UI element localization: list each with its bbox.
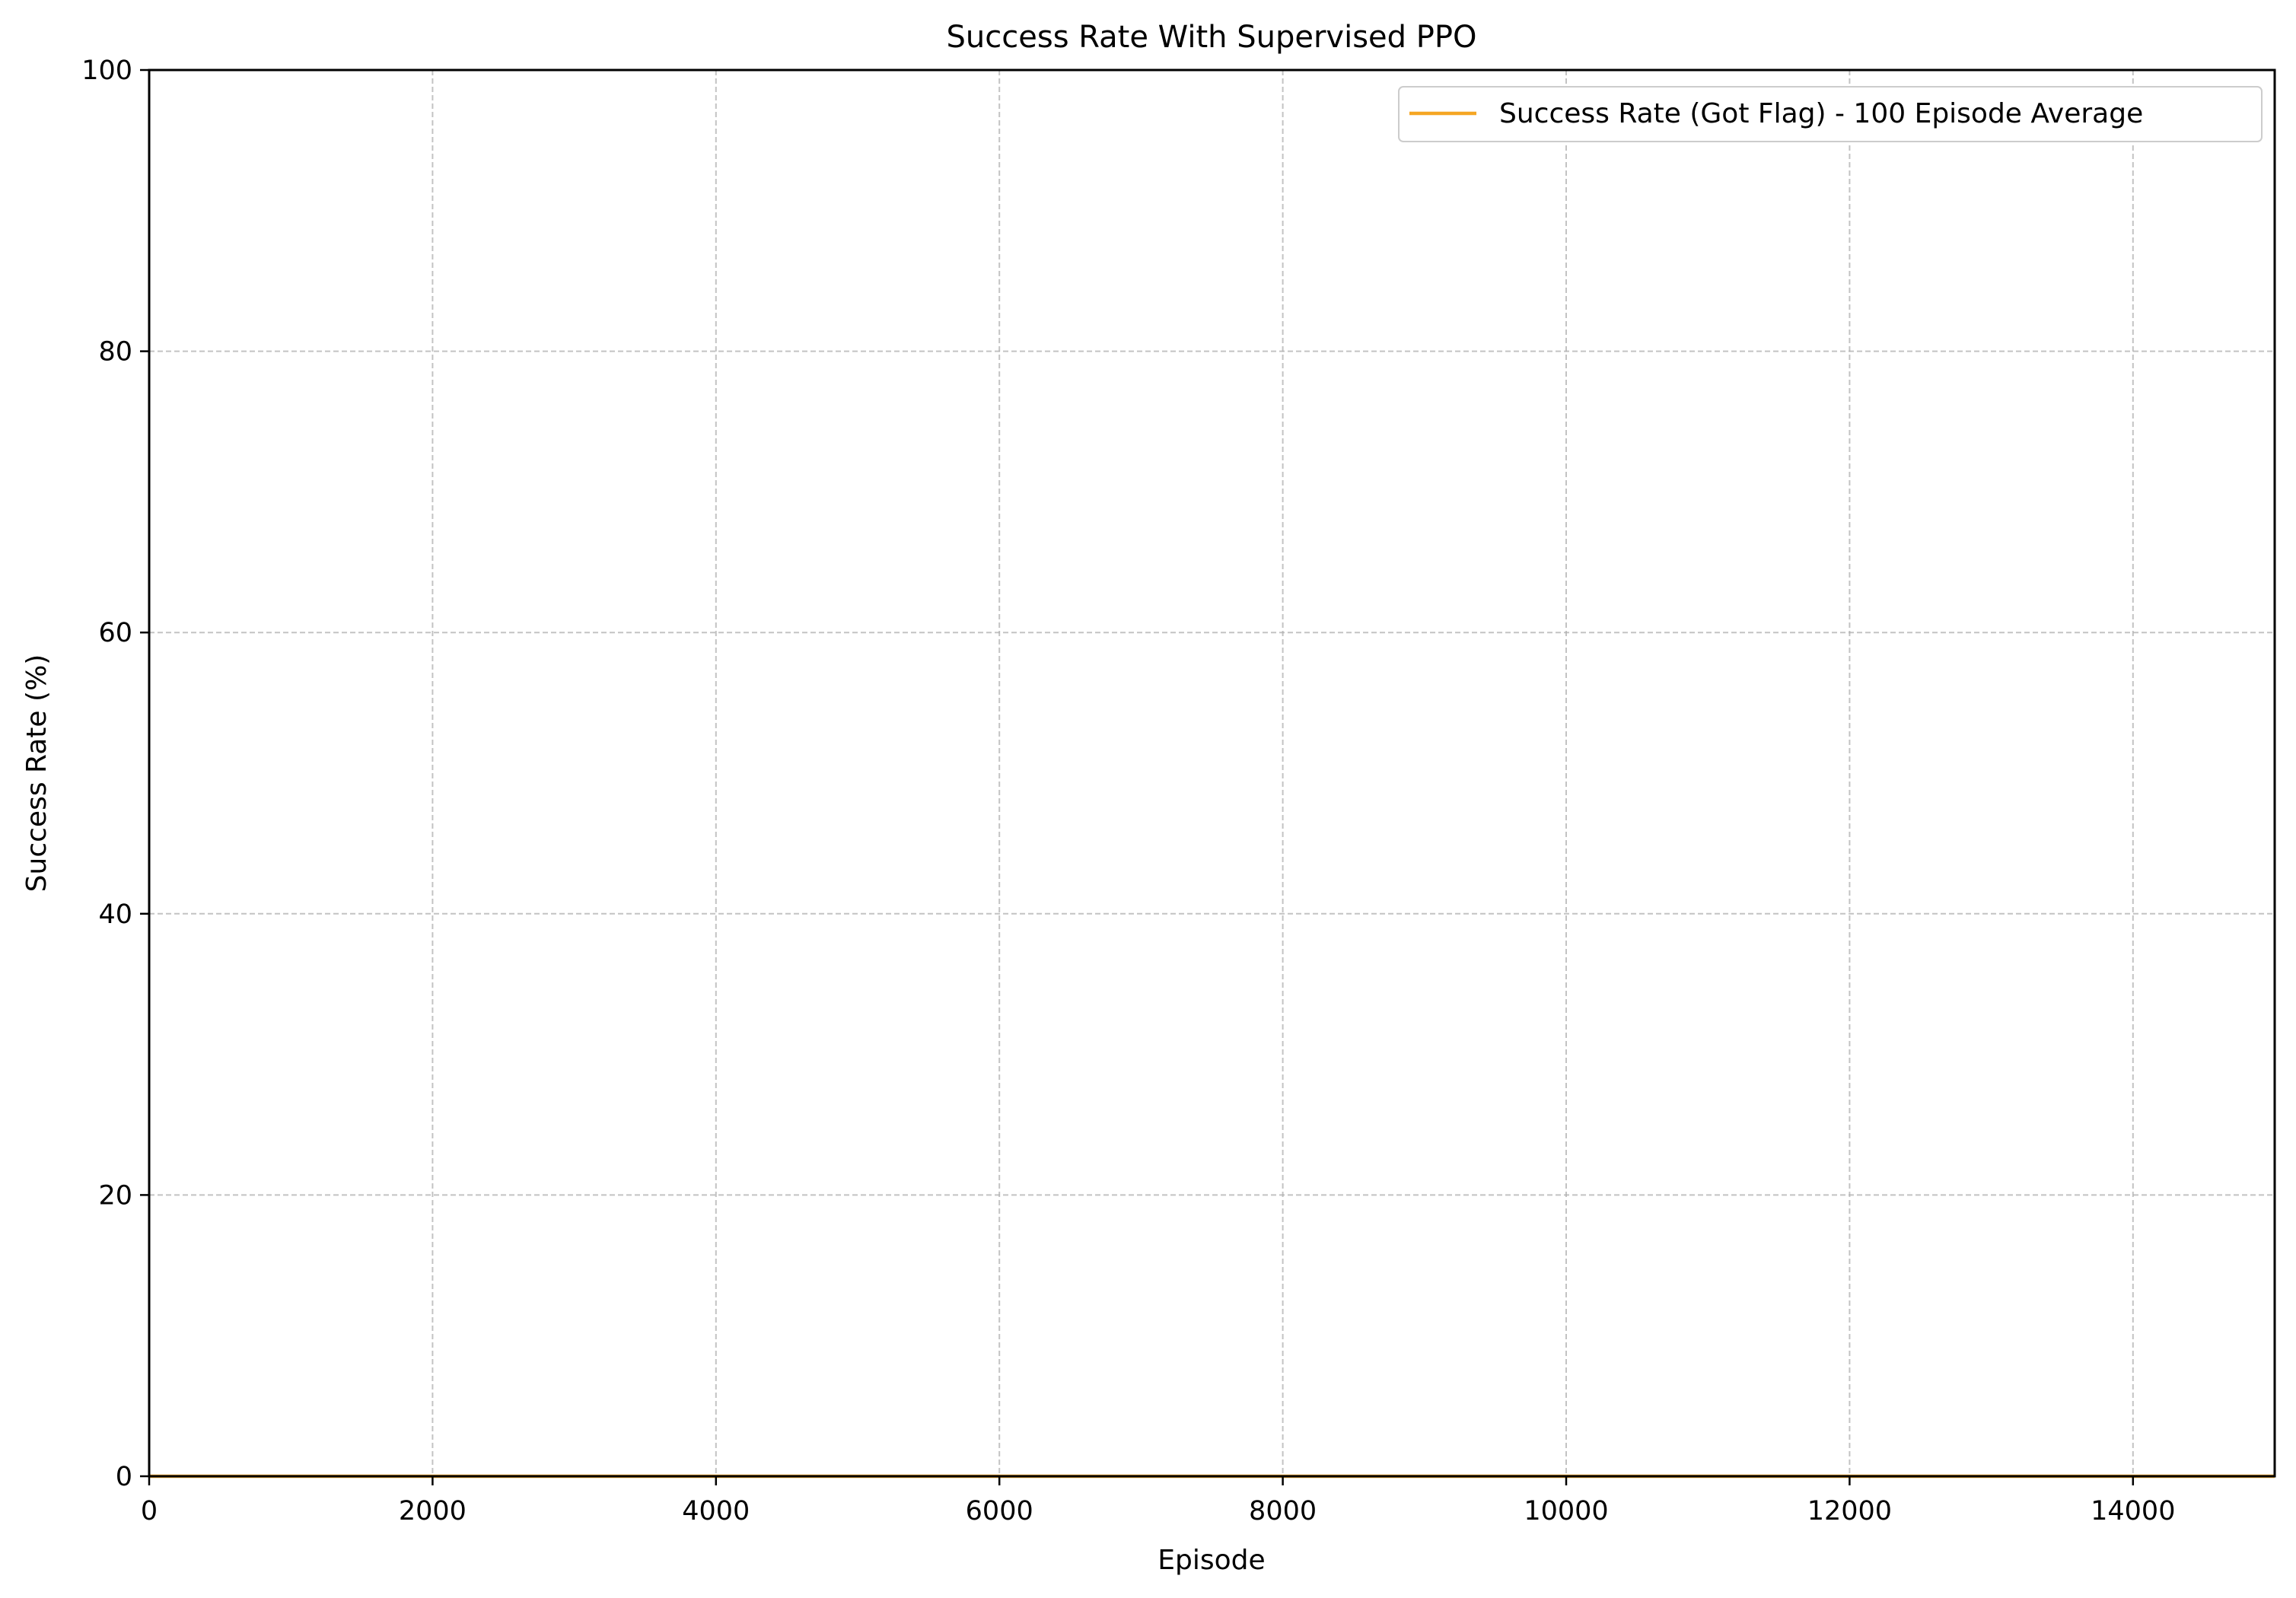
y-axis-label: Success Rate (%)	[21, 654, 53, 893]
x-axis: 0 2000 4000 6000 8000 10000 12000 14000	[141, 1476, 2175, 1526]
y-axis: 0 20 40 60 80 100	[81, 56, 149, 1492]
x-tick-label: 8000	[1249, 1496, 1317, 1526]
x-tick-label: 4000	[682, 1496, 750, 1526]
x-axis-label: Episode	[1158, 1545, 1265, 1576]
y-tick-label: 60	[98, 618, 132, 648]
x-tick-label: 14000	[2091, 1496, 2175, 1526]
legend-box	[1398, 86, 2263, 142]
x-tick-label: 0	[141, 1496, 158, 1526]
axes-frame	[148, 68, 2276, 1478]
chart-title: Success Rate With Supervised PPO	[947, 20, 1477, 55]
x-tick-label: 2000	[399, 1496, 467, 1526]
y-tick-label: 40	[98, 899, 132, 930]
x-tick-label: 10000	[1524, 1496, 1608, 1526]
legend: Success Rate (Got Flag) - 100 Episode Av…	[1398, 86, 2263, 142]
x-tick-label: 12000	[1807, 1496, 1892, 1526]
x-tick-label: 6000	[966, 1496, 1033, 1526]
y-tick-label: 80	[98, 337, 132, 368]
legend-label: Success Rate (Got Flag) - 100 Episode Av…	[1499, 98, 2143, 129]
y-tick-label: 100	[81, 56, 132, 86]
y-tick-label: 20	[98, 1180, 132, 1211]
y-tick-label: 0	[116, 1462, 132, 1492]
